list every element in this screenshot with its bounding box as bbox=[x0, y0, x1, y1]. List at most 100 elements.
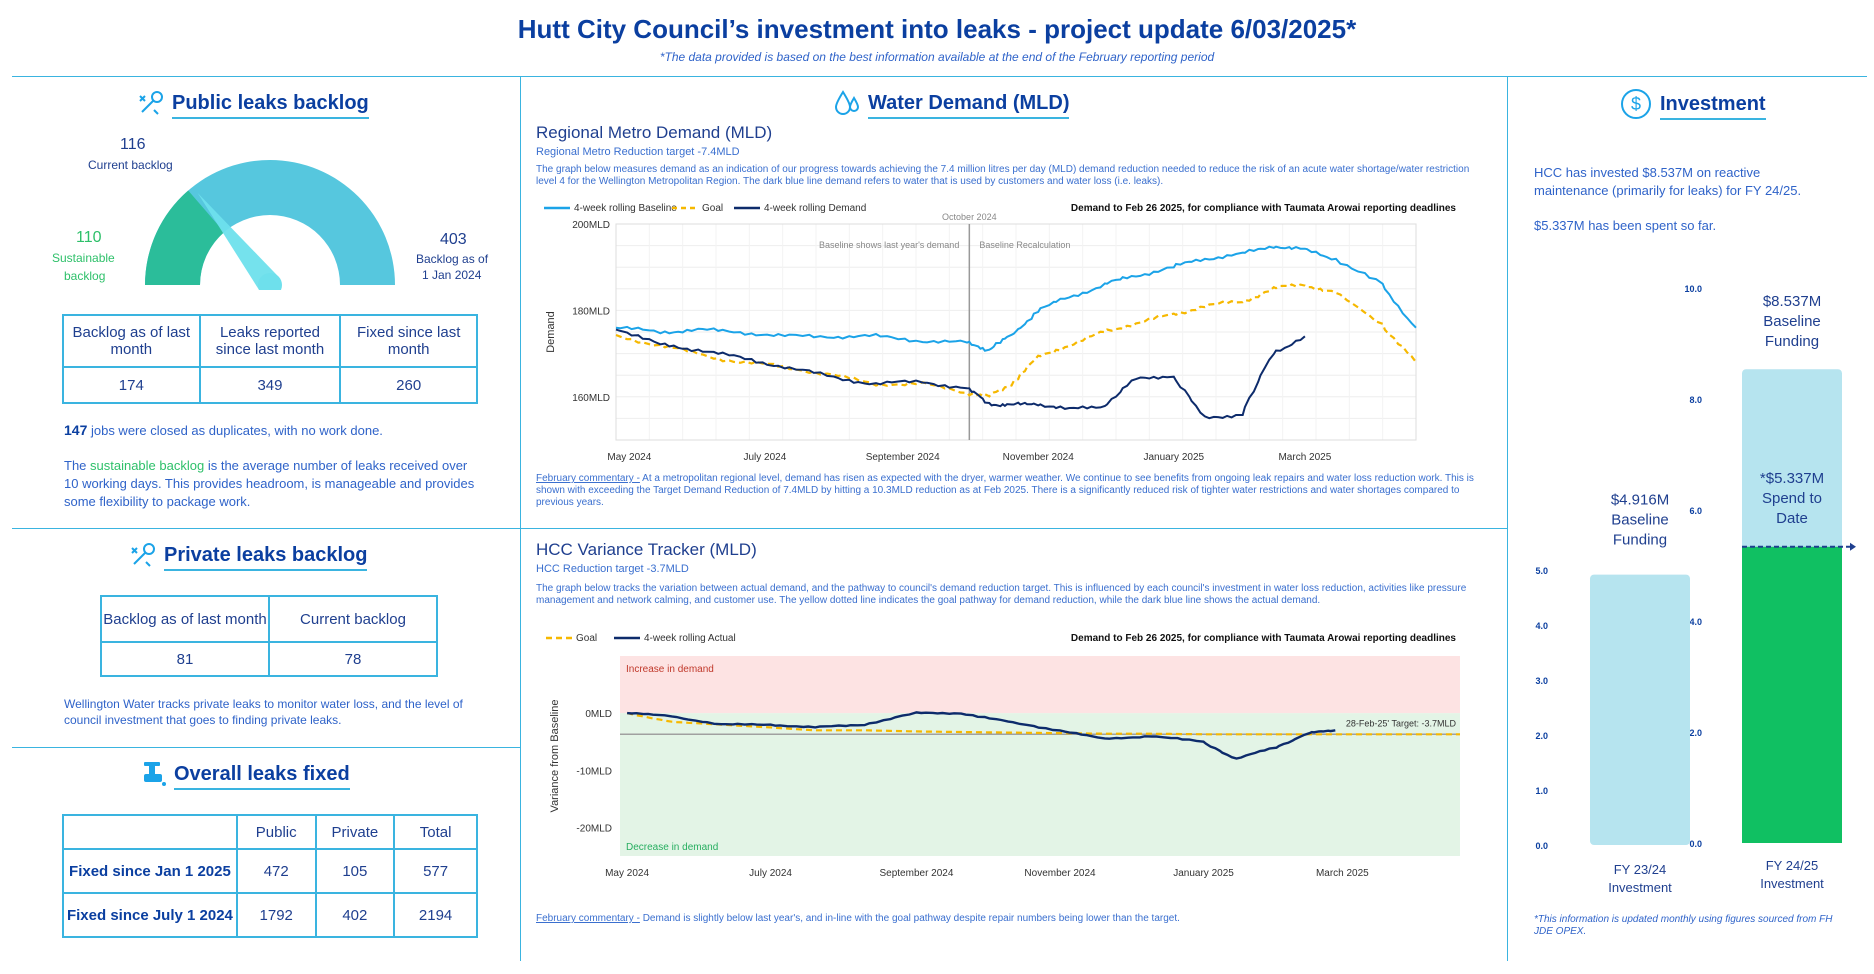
hcc-target: HCC Reduction target -3.7MLD bbox=[536, 563, 689, 575]
sustainable-backlog-value: 110 bbox=[76, 229, 102, 246]
y-tick-label: 160MLD bbox=[572, 393, 610, 404]
bar1-value-label: $4.916M bbox=[1611, 492, 1669, 509]
public-table-header: Backlog as of last month bbox=[62, 314, 201, 368]
jan-backlog-value: 403 bbox=[440, 231, 467, 248]
wrench-icon bbox=[128, 540, 158, 575]
hcc-description: The graph below tracks the variation bet… bbox=[536, 583, 1467, 606]
sustainable-backlog-label-2: backlog bbox=[64, 269, 106, 283]
pipe-icon bbox=[140, 760, 168, 793]
page-subtitle: *The data provided is based on the best … bbox=[659, 50, 1215, 64]
y-tick-label: -20MLD bbox=[576, 823, 612, 834]
x-tick-label: January 2025 bbox=[1173, 868, 1234, 879]
x-tick-label: November 2024 bbox=[1024, 868, 1096, 879]
water-demand-header: Water Demand (MLD) bbox=[832, 88, 1070, 123]
increase-band bbox=[620, 656, 1460, 714]
bar2-category: Investment bbox=[1760, 876, 1824, 891]
regional-chart-heading: Regional Metro Demand (MLD) bbox=[536, 123, 773, 142]
private-backlog-header: Private leaks backlog bbox=[128, 540, 368, 575]
overall-header-empty bbox=[62, 814, 238, 850]
overall-header: Public bbox=[235, 814, 317, 850]
overall-row-label: Fixed since July 1 2024 bbox=[62, 892, 238, 938]
axis1-tick: 3.0 bbox=[1535, 676, 1548, 686]
top-divider bbox=[12, 76, 1867, 77]
private-backlog-text: Wellington Water tracks private leaks to… bbox=[64, 697, 463, 727]
sustainable-backlog-term: sustainable backlog bbox=[90, 458, 205, 473]
jan-backlog-label-1: Backlog as of bbox=[416, 252, 489, 266]
overall-cell: 577 bbox=[393, 848, 478, 894]
axis1-tick: 4.0 bbox=[1535, 621, 1548, 631]
private-table-header: Current backlog bbox=[268, 595, 438, 643]
axis2-tick: 4.0 bbox=[1689, 617, 1702, 627]
axis1-tick: 5.0 bbox=[1535, 566, 1548, 576]
investment-title: Investment bbox=[1660, 93, 1766, 120]
overall-fixed-header: Overall leaks fixed bbox=[140, 760, 350, 793]
series-line-0 bbox=[626, 712, 1460, 736]
regional-demand-chart: 4-week rolling Baseline Goal 4-week rollin… bbox=[544, 203, 1456, 463]
duplicates-text: jobs were closed as duplicates, with no … bbox=[87, 423, 383, 438]
gauge-needle bbox=[197, 193, 280, 290]
investment-bar-chart: 5.0 4.0 3.0 2.0 1.0 0.0 10.0 8.0 6.0 4.0 2.0 0.0 $4.… bbox=[1535, 284, 1856, 895]
x-tick-label: July 2024 bbox=[743, 452, 786, 463]
baseline-note-right: Baseline Recalculation bbox=[979, 240, 1070, 250]
y-tick-label: 200MLD bbox=[572, 220, 610, 231]
x-tick-label: May 2024 bbox=[607, 452, 651, 463]
baseline-note-left: Baseline shows last year's demand bbox=[819, 240, 959, 250]
bar1-label: Baseline bbox=[1611, 512, 1669, 529]
axis1-tick: 0.0 bbox=[1535, 841, 1548, 851]
water-drops-icon bbox=[832, 88, 862, 123]
investment-footnote: *This information is updated monthly usi… bbox=[1534, 914, 1833, 937]
axis1-tick: 1.0 bbox=[1535, 786, 1548, 796]
compliance-note: Demand to Feb 26 2025, for compliance wi… bbox=[1071, 633, 1457, 644]
x-tick-label: January 2025 bbox=[1143, 452, 1204, 463]
page-title: Hutt City Council’s investment into leak… bbox=[517, 14, 1357, 44]
public-backlog-table: Backlog as of last month Leaks reported … bbox=[62, 314, 478, 404]
axis2-tick: 8.0 bbox=[1689, 395, 1702, 405]
investment-header: $ Investment bbox=[1620, 88, 1766, 125]
sustainable-backlog-label-1: Sustainable bbox=[52, 251, 115, 265]
bar2-label: Funding bbox=[1765, 333, 1819, 350]
axis1-tick: 2.0 bbox=[1535, 731, 1548, 741]
public-table-header: Leaks reported since last month bbox=[198, 314, 342, 368]
spend-marker-arrow bbox=[1850, 542, 1856, 551]
left-divider-1 bbox=[12, 528, 520, 529]
axis2-tick: 2.0 bbox=[1689, 728, 1702, 738]
y-tick-label: 0MLD bbox=[585, 709, 612, 720]
public-table-cell: 174 bbox=[62, 366, 201, 404]
spend-label: Date bbox=[1776, 510, 1808, 527]
overall-row-label: Fixed since Jan 1 2025 bbox=[62, 848, 238, 894]
bar2-label: Baseline bbox=[1763, 313, 1821, 330]
y-axis-label: Demand bbox=[545, 311, 557, 353]
overall-header: Total bbox=[393, 814, 478, 850]
overall-fixed-title: Overall leaks fixed bbox=[174, 763, 350, 790]
left-column-divider bbox=[520, 77, 521, 961]
public-table-header: Fixed since last month bbox=[339, 314, 478, 368]
regional-target: Regional Metro Reduction target -7.4MLD bbox=[536, 146, 740, 158]
hcc-commentary: February commentary - Demand is slightly… bbox=[536, 913, 1486, 925]
regional-commentary-label: February commentary - bbox=[536, 473, 640, 484]
duplicates-count: 147 bbox=[64, 422, 88, 438]
bar-fy2425-spend bbox=[1742, 546, 1842, 843]
y-axis-label: Variance from Baseline bbox=[549, 700, 561, 813]
public-table-cell: 260 bbox=[339, 366, 478, 404]
x-tick-label: November 2024 bbox=[1003, 452, 1075, 463]
x-tick-label: July 2024 bbox=[749, 868, 792, 879]
left-divider-2 bbox=[12, 747, 520, 748]
bar2-value-label: $8.537M bbox=[1763, 293, 1821, 310]
series-line-1 bbox=[626, 711, 1336, 760]
increase-label: Increase in demand bbox=[626, 664, 714, 675]
overall-header: Private bbox=[314, 814, 396, 850]
legend-label: 4-week rolling Baseline bbox=[574, 203, 677, 214]
wrench-icon bbox=[136, 88, 166, 123]
plot-frame bbox=[615, 223, 1417, 441]
sustainable-explainer: The sustainable backlog is the average n… bbox=[64, 457, 484, 511]
axis2-tick: 6.0 bbox=[1689, 506, 1702, 516]
target-label: 28-Feb-25' Target: -3.7MLD bbox=[1346, 718, 1457, 728]
overall-cell: 402 bbox=[314, 892, 396, 938]
series-line-0 bbox=[615, 245, 1417, 352]
water-demand-title: Water Demand (MLD) bbox=[868, 92, 1070, 119]
private-table-header: Backlog as of last month bbox=[100, 595, 270, 643]
hcc-commentary-label: February commentary - bbox=[536, 913, 640, 924]
public-table-cell: 349 bbox=[198, 366, 342, 404]
private-table-cell: 78 bbox=[268, 641, 438, 677]
public-backlog-header: Public leaks backlog bbox=[136, 88, 369, 123]
